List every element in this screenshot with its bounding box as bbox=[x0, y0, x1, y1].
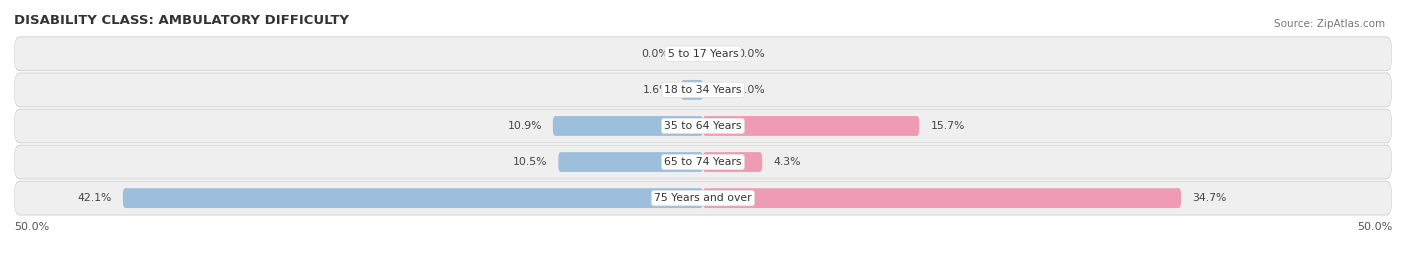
FancyBboxPatch shape bbox=[553, 116, 703, 136]
Text: 10.9%: 10.9% bbox=[508, 121, 541, 131]
Text: Source: ZipAtlas.com: Source: ZipAtlas.com bbox=[1274, 19, 1385, 29]
FancyBboxPatch shape bbox=[703, 116, 920, 136]
FancyBboxPatch shape bbox=[14, 109, 1392, 143]
Text: 5 to 17 Years: 5 to 17 Years bbox=[668, 49, 738, 59]
Text: DISABILITY CLASS: AMBULATORY DIFFICULTY: DISABILITY CLASS: AMBULATORY DIFFICULTY bbox=[14, 14, 349, 27]
FancyBboxPatch shape bbox=[14, 181, 1392, 215]
Text: 65 to 74 Years: 65 to 74 Years bbox=[664, 157, 742, 167]
FancyBboxPatch shape bbox=[681, 80, 703, 100]
FancyBboxPatch shape bbox=[14, 37, 1392, 70]
Text: 0.0%: 0.0% bbox=[738, 85, 765, 95]
Text: 50.0%: 50.0% bbox=[14, 222, 49, 232]
FancyBboxPatch shape bbox=[14, 73, 1392, 107]
FancyBboxPatch shape bbox=[14, 109, 1392, 143]
Text: 18 to 34 Years: 18 to 34 Years bbox=[664, 85, 742, 95]
Text: 1.6%: 1.6% bbox=[643, 85, 669, 95]
FancyBboxPatch shape bbox=[14, 36, 1392, 71]
Text: 42.1%: 42.1% bbox=[77, 193, 112, 203]
FancyBboxPatch shape bbox=[703, 188, 1181, 208]
Text: 35 to 64 Years: 35 to 64 Years bbox=[664, 121, 742, 131]
Text: 0.0%: 0.0% bbox=[738, 49, 765, 59]
FancyBboxPatch shape bbox=[14, 146, 1392, 179]
FancyBboxPatch shape bbox=[558, 152, 703, 172]
Text: 75 Years and over: 75 Years and over bbox=[654, 193, 752, 203]
Text: 10.5%: 10.5% bbox=[513, 157, 547, 167]
Text: 0.0%: 0.0% bbox=[641, 49, 669, 59]
FancyBboxPatch shape bbox=[14, 73, 1392, 106]
Text: 15.7%: 15.7% bbox=[931, 121, 965, 131]
FancyBboxPatch shape bbox=[122, 188, 703, 208]
FancyBboxPatch shape bbox=[14, 145, 1392, 179]
FancyBboxPatch shape bbox=[14, 181, 1392, 215]
FancyBboxPatch shape bbox=[703, 152, 762, 172]
Text: 34.7%: 34.7% bbox=[1192, 193, 1226, 203]
Text: 50.0%: 50.0% bbox=[1357, 222, 1392, 232]
Text: 4.3%: 4.3% bbox=[773, 157, 801, 167]
